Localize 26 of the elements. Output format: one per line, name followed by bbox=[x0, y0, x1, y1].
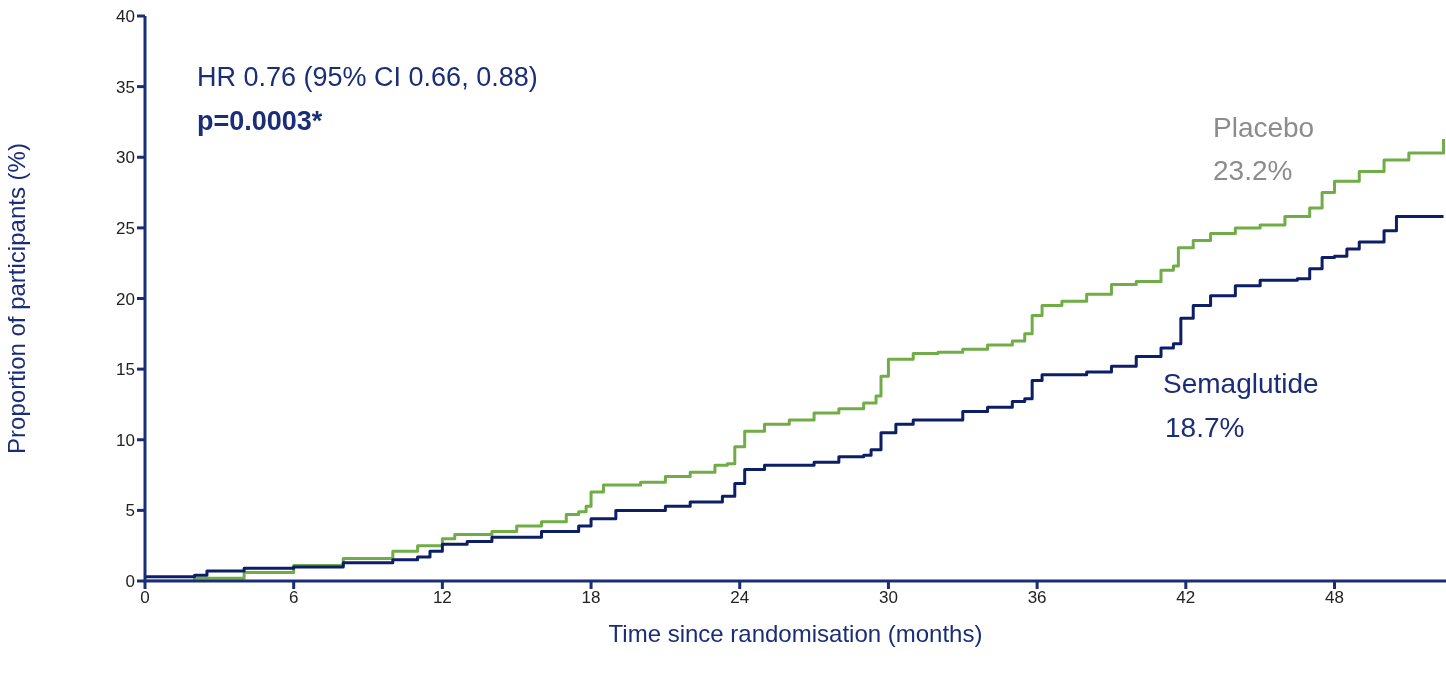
y-tick-label: 0 bbox=[125, 572, 135, 592]
x-tick-label: 6 bbox=[288, 588, 299, 608]
y-tick-label: 25 bbox=[116, 218, 135, 238]
x-tick-label: 42 bbox=[1176, 588, 1196, 608]
x-tick-label: 36 bbox=[1027, 588, 1047, 608]
x-tick-label: 0 bbox=[140, 588, 150, 608]
y-tick-label: 15 bbox=[116, 360, 135, 380]
annotation: p=0.0003* bbox=[197, 106, 323, 137]
x-axis-title: Time since randomisation (months) bbox=[608, 620, 983, 647]
y-tick-label: 35 bbox=[116, 77, 135, 97]
x-tick-label: 12 bbox=[432, 588, 452, 608]
series-label: Placebo bbox=[1213, 112, 1315, 144]
y-tick-label: 20 bbox=[116, 289, 135, 309]
y-tick-label: 10 bbox=[116, 430, 135, 450]
y-axis-title: Proportion of participants (%) bbox=[2, 143, 30, 454]
series-label: Semaglutide bbox=[1163, 368, 1319, 400]
y-tick-label: 40 bbox=[116, 7, 135, 27]
x-tick-label: 18 bbox=[581, 588, 601, 608]
y-tick-label: 30 bbox=[116, 148, 135, 168]
annotation: HR 0.76 (95% CI 0.66, 0.88) bbox=[197, 62, 538, 93]
x-tick-label: 24 bbox=[730, 588, 750, 608]
x-tick-label: 48 bbox=[1325, 588, 1344, 608]
x-tick-label: 30 bbox=[878, 588, 898, 608]
annotation: 23.2% bbox=[1213, 155, 1293, 187]
y-tick-label: 5 bbox=[125, 501, 135, 521]
annotation: 18.7% bbox=[1165, 412, 1245, 444]
